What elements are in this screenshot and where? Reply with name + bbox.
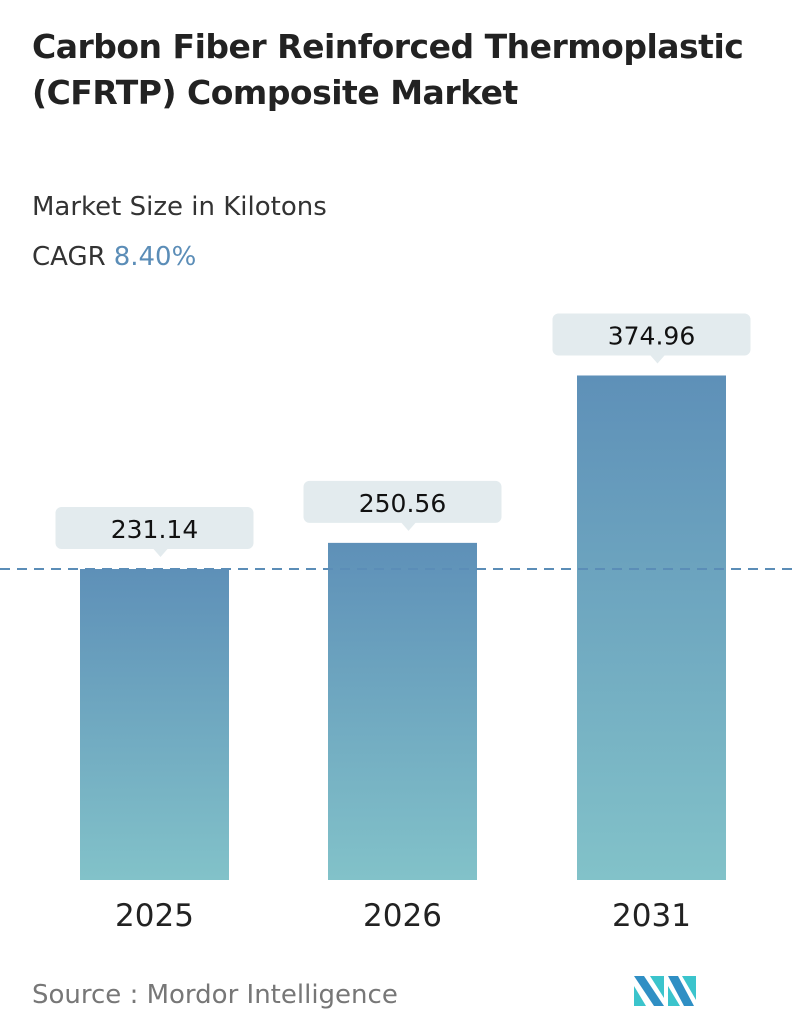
x-tick-label: 2025: [115, 898, 194, 934]
value-bubble: [303, 480, 502, 531]
cagr-value: 8.40%: [113, 242, 197, 272]
source-name: Mordor Intelligence: [146, 980, 398, 1010]
source-label: Source :: [32, 980, 139, 1010]
source: Source : Mordor Intelligence: [32, 980, 398, 1010]
subtitle: Market Size in Kilotons: [32, 192, 327, 222]
bar-2031: [577, 375, 726, 880]
value-label: 250.56: [359, 489, 446, 518]
mordor-logo: [634, 976, 696, 1006]
value-label: 374.96: [608, 321, 695, 350]
bar-2026: [328, 542, 477, 880]
cagr: CAGR 8.40%: [32, 242, 196, 272]
value-bubble: [552, 313, 751, 364]
x-tick-label: 2031: [612, 898, 691, 934]
page-title: Carbon Fiber Reinforced Thermoplastic (C…: [32, 27, 744, 112]
bar-chart: 231.14 2025 250.56 2026 374.96 2031: [0, 313, 796, 934]
value-label: 231.14: [111, 515, 198, 544]
x-tick-label: 2026: [363, 898, 442, 934]
value-bubble: [55, 507, 254, 558]
cagr-label: CAGR: [32, 242, 106, 272]
bar-2025: [80, 569, 229, 880]
